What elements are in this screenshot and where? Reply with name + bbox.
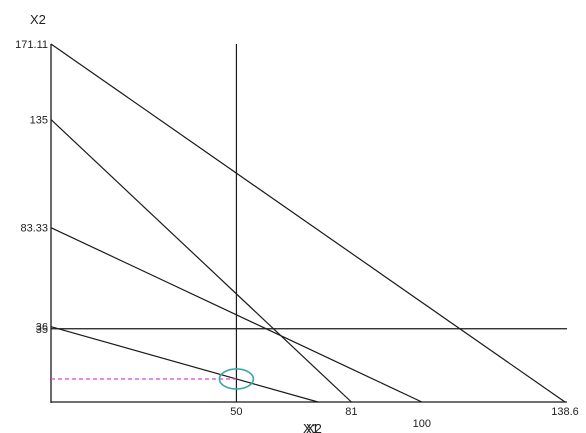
y-tick-label-4: 36 <box>36 322 48 334</box>
y-tick-label-2: 135 <box>30 115 48 127</box>
x-tick-label-2: 81 <box>345 406 357 418</box>
y-tick-label-1: 171.11 <box>15 39 48 51</box>
y-axis-title: X2 <box>30 12 46 27</box>
x-axis-title-overlay: X2 <box>306 421 322 433</box>
optimum-highlight-ellipse <box>218 368 255 390</box>
x-tick-label-4: 138.6 <box>551 406 579 418</box>
x-tick-label-3: 100 <box>413 418 431 430</box>
y-tick-label-5: 35 <box>36 324 48 336</box>
x-tick-label-1: 50 <box>230 406 242 418</box>
constraint-line-1 <box>50 43 566 403</box>
constraint-line-2 <box>50 119 352 403</box>
x-axis-title: X1 <box>303 421 319 433</box>
constraint-line-4 <box>50 326 319 403</box>
y-tick-label-3: 83.33 <box>20 223 48 235</box>
plot-background <box>9 6 581 404</box>
